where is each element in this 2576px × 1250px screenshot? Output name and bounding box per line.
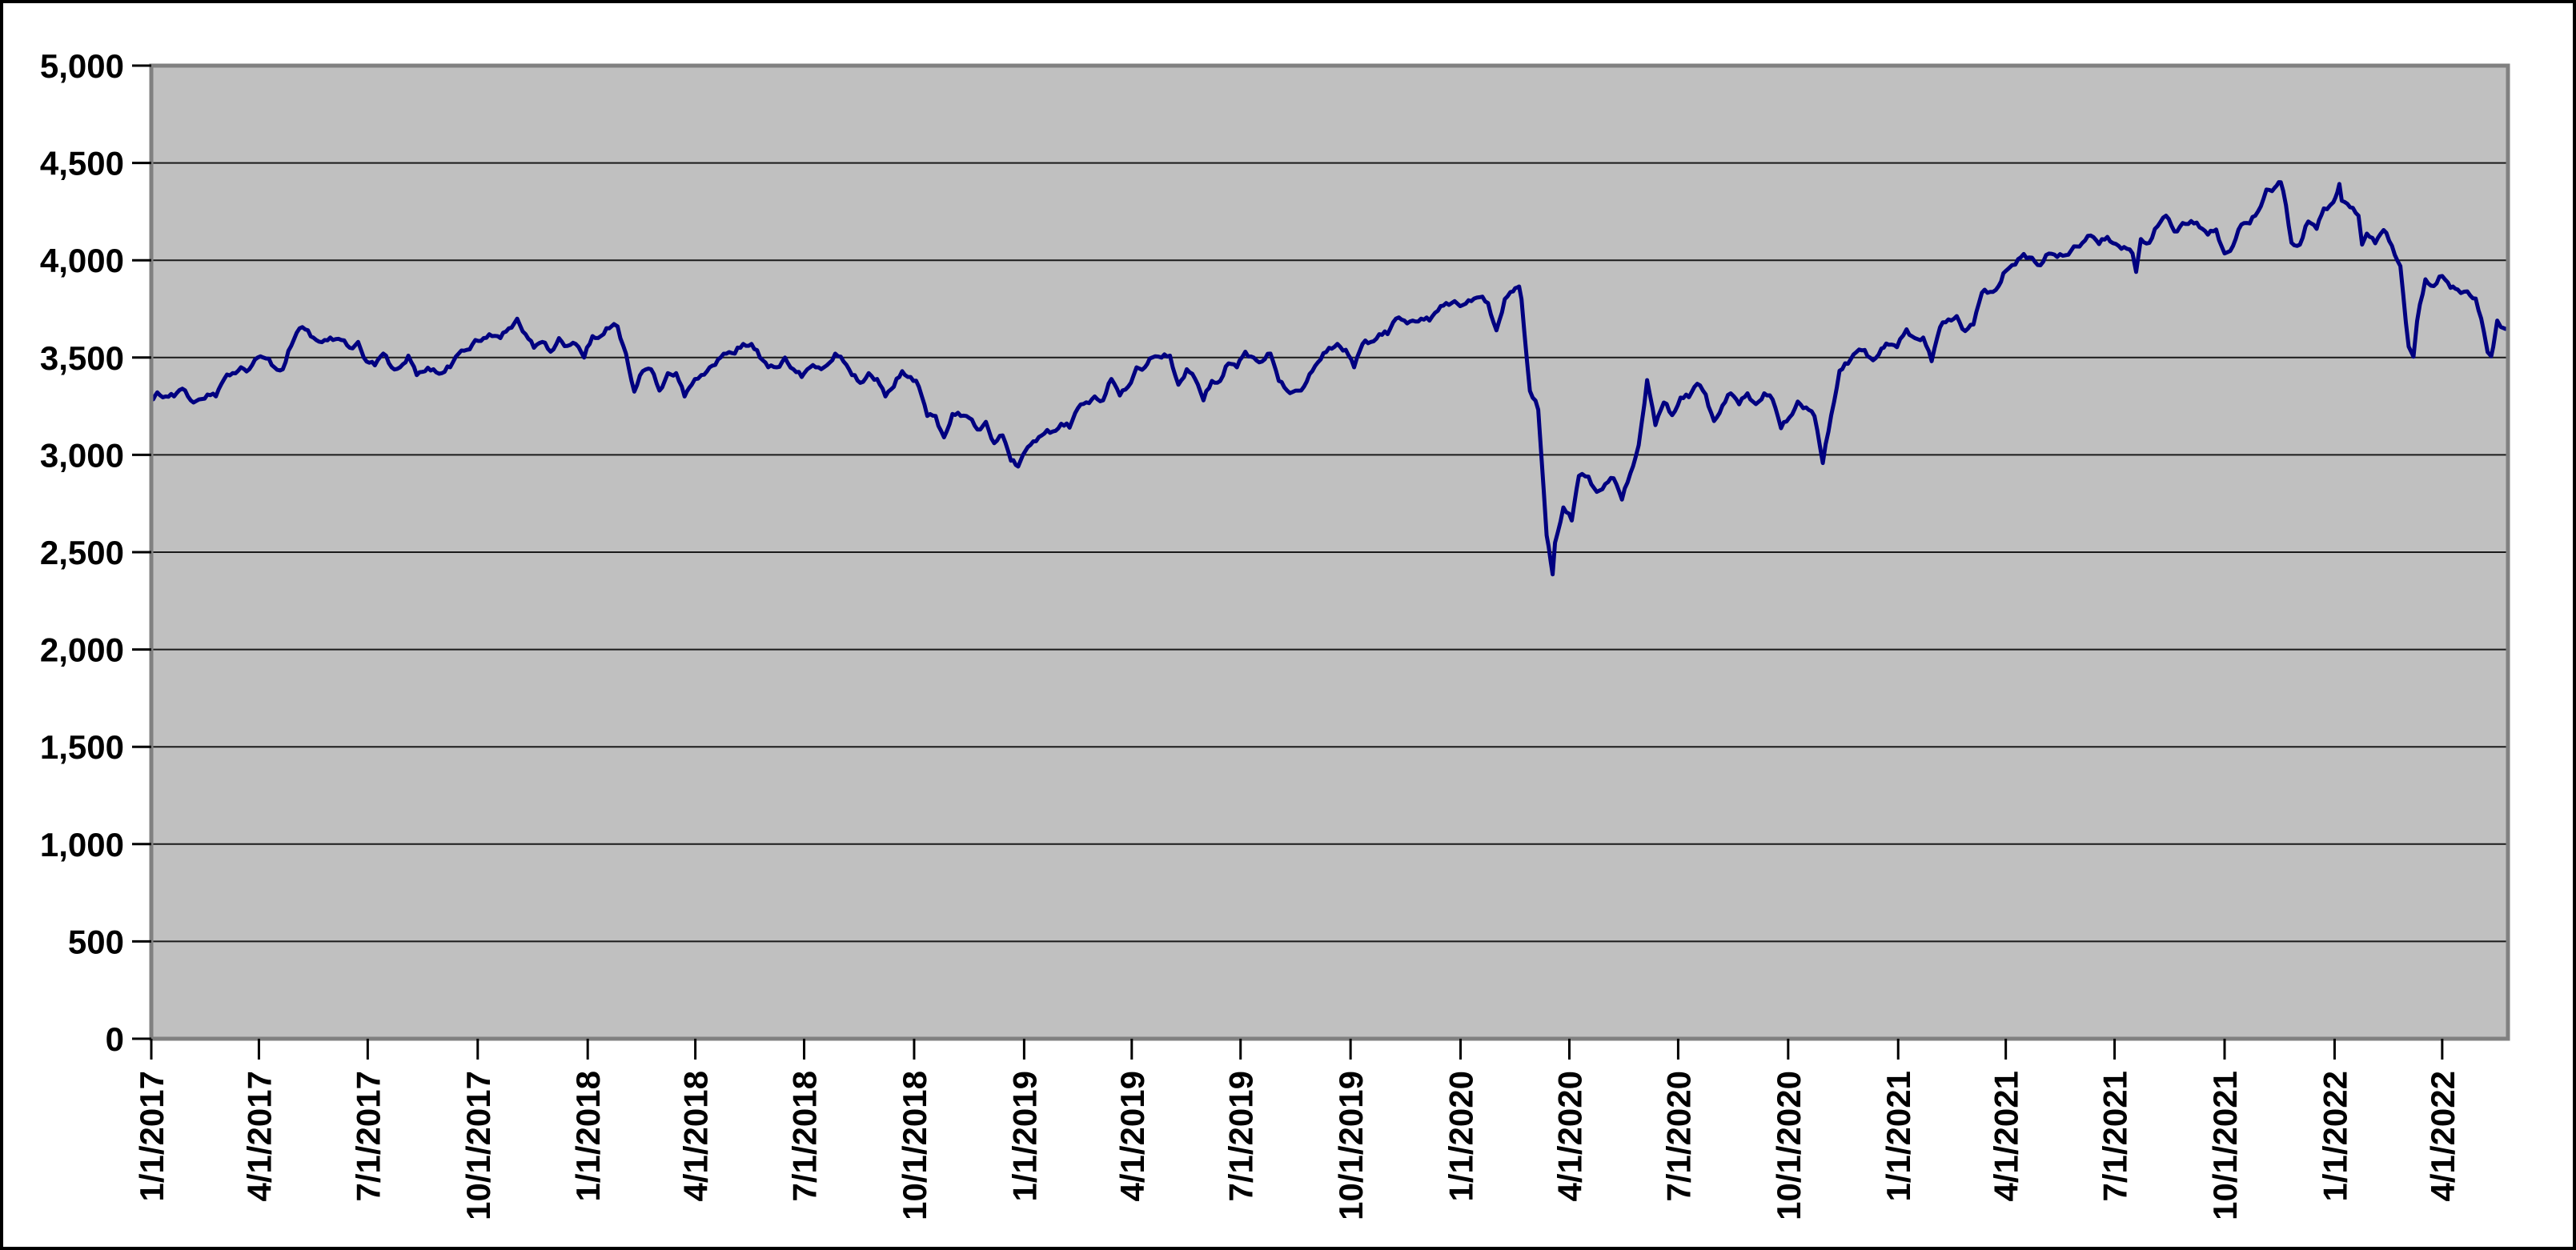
y-axis-tick-label: 1,000 xyxy=(40,826,124,863)
x-axis-tick-label: 1/1/2017 xyxy=(133,1071,171,1202)
y-axis-tick-label: 3,500 xyxy=(40,339,124,377)
x-axis-tick-label: 10/1/2019 xyxy=(1332,1071,1370,1220)
y-axis-tick-label: 0 xyxy=(106,1020,124,1058)
y-axis-tick-label: 500 xyxy=(68,923,124,960)
x-axis-tick-label: 1/1/2020 xyxy=(1442,1071,1480,1202)
y-axis-tick-label: 5,000 xyxy=(40,47,124,85)
x-axis-tick-label: 7/1/2017 xyxy=(349,1071,387,1202)
x-axis-tick-label: 7/1/2019 xyxy=(1222,1071,1260,1202)
x-axis-tick-label: 4/1/2022 xyxy=(2424,1071,2462,1202)
y-axis-tick-label: 4,000 xyxy=(40,242,124,279)
x-axis-tick-label: 10/1/2017 xyxy=(459,1071,497,1220)
y-axis-tick-label: 2,500 xyxy=(40,534,124,571)
x-axis-tick-label: 4/1/2017 xyxy=(240,1071,278,1202)
y-axis-tick-label: 2,000 xyxy=(40,631,124,669)
y-axis-tick-label: 4,500 xyxy=(40,145,124,182)
x-axis-tick-label: 1/1/2018 xyxy=(569,1071,607,1202)
y-axis-labels: 0 500 1,000 1,500 2,000 2,500 3,000 3,500 4,000 4… xyxy=(40,47,124,1058)
x-axis-tick-label: 7/1/2018 xyxy=(786,1071,824,1202)
x-axis-tick-label: 1/1/2022 xyxy=(2316,1071,2353,1202)
x-axis-tick-label: 4/1/2019 xyxy=(1113,1071,1151,1202)
x-axis-tick-label: 7/1/2021 xyxy=(2097,1071,2134,1202)
x-axis-tick-label: 1/1/2021 xyxy=(1880,1071,1917,1202)
x-axis-tick-label: 10/1/2018 xyxy=(896,1071,933,1220)
x-axis-tick-label: 4/1/2020 xyxy=(1551,1071,1588,1202)
x-axis-tick-label: 4/1/2021 xyxy=(1988,1071,2025,1202)
x-axis-labels: 1/1/2017 4/1/2017 7/1/2017 10/1/2017 1/1/201… xyxy=(133,1071,2462,1220)
x-axis-tick-label: 10/1/2020 xyxy=(1770,1071,1808,1220)
price-series xyxy=(149,180,2508,577)
y-axis-tick-label: 1,500 xyxy=(40,728,124,766)
gridlines xyxy=(151,162,2508,943)
y-axis-tick-label: 3,000 xyxy=(40,436,124,474)
x-axis-tick-label: 10/1/2021 xyxy=(2206,1071,2244,1220)
price-line-index-price xyxy=(149,180,2508,577)
x-axis-tick-label: 7/1/2020 xyxy=(1659,1071,1697,1202)
x-axis-tick-label: 1/1/2019 xyxy=(1005,1071,1043,1202)
x-axis-tick-label: 4/1/2018 xyxy=(677,1071,715,1202)
axis-tick-marks xyxy=(132,64,2444,1060)
